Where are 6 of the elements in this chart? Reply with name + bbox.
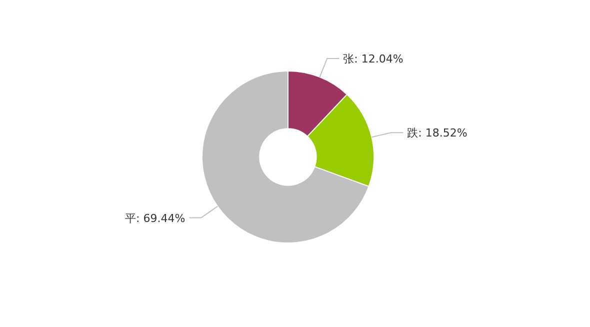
data-label: : 18.52%: [418, 126, 468, 140]
slice-label: 跌: [407, 126, 418, 140]
slice-label: 张: [343, 52, 354, 66]
data-label: : 12.04%: [354, 52, 404, 66]
slice-label: 平: [125, 212, 136, 225]
data-label: : 69.44%: [136, 212, 186, 225]
